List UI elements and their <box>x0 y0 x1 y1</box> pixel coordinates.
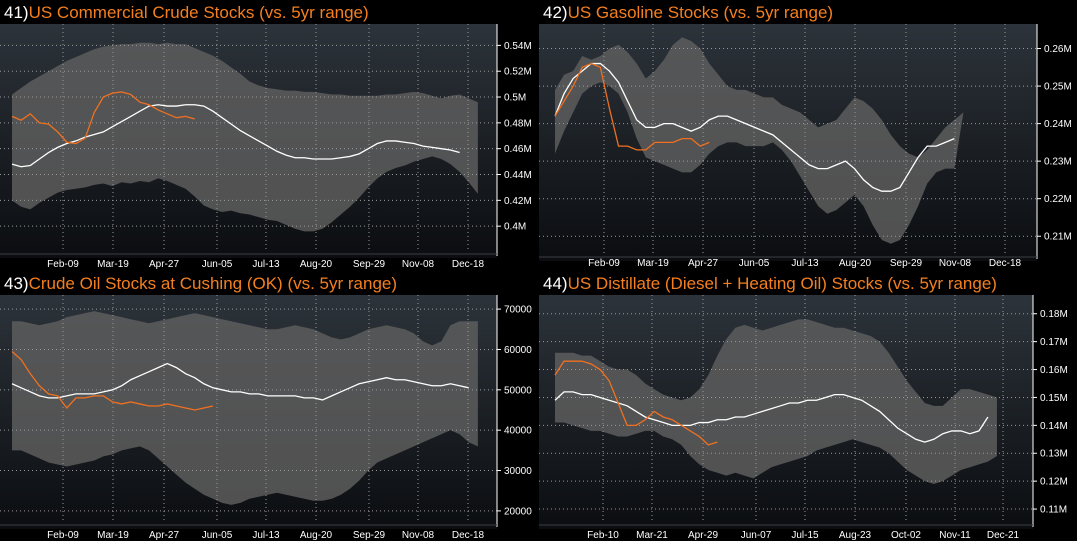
y-tick-label: 0.4M <box>504 222 526 233</box>
chart-svg-4: 0.11M 0.12M 0.13M 0.14M 0.15M 0.16M 0.17M 0.18M… <box>539 295 1068 541</box>
y-tick-label: 0.15M <box>1040 393 1068 404</box>
chart-title-text-1: US Commercial Crude Stocks (vs. 5yr rang… <box>28 3 369 22</box>
x-tick-label: Jun-05 <box>202 530 233 541</box>
x-tick-label: Sep-29 <box>353 259 386 269</box>
five-year-range-band <box>555 319 997 484</box>
x-tick-label: Jul-13 <box>252 530 280 541</box>
x-tick-label: Mar-19 <box>97 259 129 269</box>
x-tick-label: Aug-20 <box>300 259 333 269</box>
x-tick-label: Dec-18 <box>452 259 485 269</box>
y-tick-label: 0.52M <box>504 67 532 78</box>
x-tick-label: Nov-08 <box>402 530 435 541</box>
y-tick-label: 0.12M <box>1040 477 1068 488</box>
x-tick-label: Mar-21 <box>636 530 668 541</box>
y-tick-label: 70000 <box>504 305 532 316</box>
y-tick-label: 0.14M <box>1040 421 1068 432</box>
five-year-average-line <box>11 104 460 168</box>
chart-title-3: 43)Crude Oil Stocks at Cushing (OK) (vs.… <box>4 273 397 295</box>
chart-panel-1: 41)US Commercial Crude Stocks (vs. 5yr r… <box>0 0 537 269</box>
chart-panel-2: 42)US Gasoline Stocks (vs. 5yr range) 0.… <box>539 0 1077 269</box>
y-tick-label: 0.5M <box>504 93 526 104</box>
current-year-line <box>554 360 718 446</box>
x-tick-label: Apr-29 <box>688 530 718 541</box>
x-tick-label: Apr-27 <box>688 258 718 269</box>
x-tick-label: Dec-21 <box>987 530 1020 541</box>
x-tick-label: Nov-11 <box>939 530 971 541</box>
x-tick-label: Apr-27 <box>149 530 179 541</box>
chart-svg-3: 20000 30000 40000 50000 60000 70000 Feb-09 Mar-… <box>0 295 532 541</box>
x-tick-label: Dec-18 <box>989 258 1022 269</box>
y-tick-label: 0.22M <box>1044 194 1072 205</box>
chart-title-text-3: Crude Oil Stocks at Cushing (OK) (vs. 5y… <box>28 274 398 293</box>
y-tick-label: 0.46M <box>504 144 532 155</box>
five-year-average-line <box>554 391 989 443</box>
y-tick-label: 0.21M <box>1044 232 1072 243</box>
y-tick-label: 60000 <box>504 345 532 356</box>
x-tick-label: Sep-29 <box>353 530 386 541</box>
x-tick-label: Sep-29 <box>890 258 923 269</box>
y-tick-label: 50000 <box>504 385 532 396</box>
y-tick-label: 0.44M <box>504 170 532 181</box>
x-tick-label: Jun-05 <box>739 258 770 269</box>
chart-number-3: 43) <box>4 274 29 293</box>
x-tick-label: Feb-10 <box>587 530 619 541</box>
x-tick-label: Jul-13 <box>791 258 819 269</box>
five-year-average-line <box>11 362 469 401</box>
y-tick-label: 0.54M <box>504 41 532 52</box>
y-tick-label: 40000 <box>504 426 532 437</box>
x-tick-label: Feb-09 <box>588 258 620 269</box>
y-tick-label: 0.13M <box>1040 449 1068 460</box>
x-tick-label: Feb-09 <box>47 530 79 541</box>
y-tick-label: 30000 <box>504 466 532 477</box>
chart-svg-1: 0.4M 0.42M 0.44M 0.46M 0.48M 0.5M 0.52M 0.54M Fe… <box>0 24 532 269</box>
current-year-line <box>11 350 214 411</box>
x-tick-label: Jun-05 <box>202 259 233 269</box>
y-tick-label: 0.48M <box>504 118 532 129</box>
five-year-range-band <box>12 311 478 505</box>
chart-title-2: 42)US Gasoline Stocks (vs. 5yr range) <box>543 2 833 24</box>
current-year-line <box>11 91 195 145</box>
chart-number-1: 41) <box>4 3 29 22</box>
y-tick-label: 0.24M <box>1044 119 1072 130</box>
x-tick-label: Aug-20 <box>300 530 333 541</box>
chart-svg-2: 0.21M 0.22M 0.23M 0.24M 0.25M 0.26M Feb-09 Mar-… <box>539 24 1072 269</box>
y-tick-label: 0.23M <box>1044 157 1072 168</box>
chart-title-1: 41)US Commercial Crude Stocks (vs. 5yr r… <box>4 2 369 24</box>
x-tick-label: Dec-18 <box>452 530 485 541</box>
y-tick-label: 0.11M <box>1040 505 1067 516</box>
chart-panel-4: 44)US Distillate (Diesel + Heating Oil) … <box>539 271 1077 541</box>
y-tick-label: 0.25M <box>1044 82 1072 93</box>
five-year-range-band <box>555 37 964 244</box>
x-tick-label: Apr-27 <box>149 259 179 269</box>
chart-number-4: 44) <box>543 274 568 293</box>
y-tick-label: 20000 <box>504 506 532 517</box>
y-tick-label: 0.26M <box>1044 44 1072 55</box>
chart-panel-3: 43)Crude Oil Stocks at Cushing (OK) (vs.… <box>0 271 537 541</box>
x-tick-label: Mar-19 <box>637 258 669 269</box>
x-tick-label: Nov-08 <box>402 259 435 269</box>
y-tick-label: 0.42M <box>504 196 532 207</box>
chart-title-text-4: US Distillate (Diesel + Heating Oil) Sto… <box>567 274 997 293</box>
y-tick-label: 0.16M <box>1040 365 1068 376</box>
x-tick-label: Nov-08 <box>939 258 972 269</box>
x-tick-label: Mar-19 <box>97 530 129 541</box>
current-year-line <box>554 62 710 151</box>
x-tick-label: Oct-02 <box>891 530 921 541</box>
chart-title-text-2: US Gasoline Stocks (vs. 5yr range) <box>567 3 834 22</box>
five-year-average-line <box>554 62 955 192</box>
y-tick-label: 0.17M <box>1040 337 1068 348</box>
chart-number-2: 42) <box>543 3 568 22</box>
x-tick-label: Jun-07 <box>741 530 772 541</box>
x-tick-label: Aug-20 <box>839 258 872 269</box>
chart-title-4: 44)US Distillate (Diesel + Heating Oil) … <box>543 273 997 295</box>
x-tick-label: Jul-13 <box>252 259 280 269</box>
y-tick-label: 0.18M <box>1040 309 1068 320</box>
five-year-range-band <box>12 42 478 232</box>
x-tick-label: Feb-09 <box>47 259 79 269</box>
x-tick-label: Aug-23 <box>839 530 872 541</box>
x-tick-label: Jul-15 <box>791 530 819 541</box>
